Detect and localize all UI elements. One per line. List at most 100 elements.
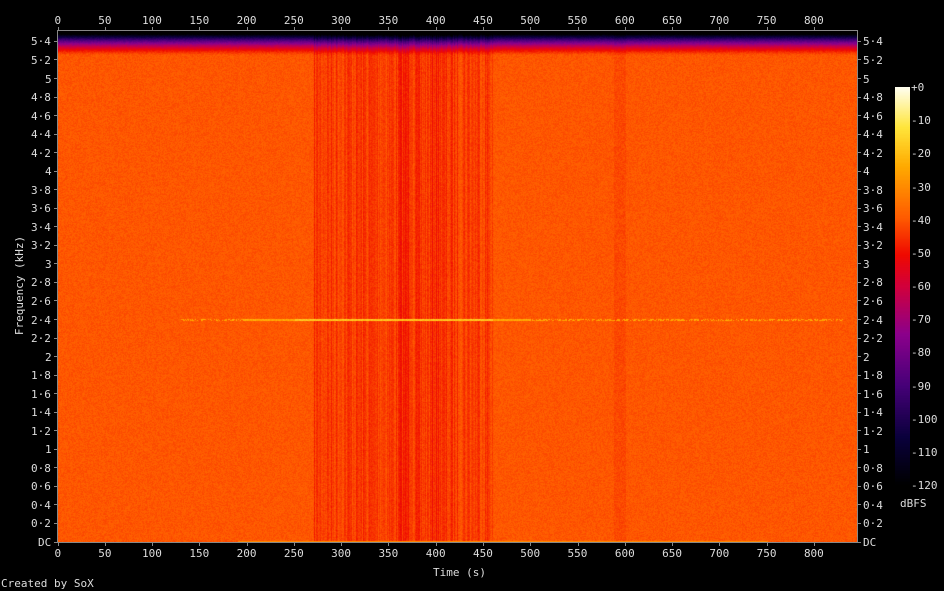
y-tick-left <box>54 244 58 246</box>
y-tick-label-right: 5 <box>863 72 870 86</box>
colorbar-tick-label: -40 <box>911 213 931 227</box>
x-tick-bottom <box>199 542 201 546</box>
y-tick-left <box>54 411 58 413</box>
y-tick-label-right: 2·2 <box>863 332 883 346</box>
x-tick-top <box>293 27 295 31</box>
y-tick-right <box>857 374 861 376</box>
colorbar-tick-label: -70 <box>911 313 931 327</box>
x-tick-label-bottom: 100 <box>142 547 162 560</box>
x-tick-bottom <box>152 542 154 546</box>
y-tick-label-left: 0·6 <box>31 480 51 494</box>
x-tick-label-top: 500 <box>520 14 541 27</box>
y-tick-label-right: 3·2 <box>863 239 883 253</box>
x-axis-label: Time (s) <box>433 566 486 579</box>
x-tick-label-top: 450 <box>473 14 493 27</box>
y-tick-label-right: 1·8 <box>863 369 883 383</box>
spectrogram-heatmap <box>58 31 857 542</box>
y-tick-label-left: 2·4 <box>31 313 51 327</box>
y-tick-label-right: 2·8 <box>863 276 883 290</box>
y-tick-label-right: 1·6 <box>863 387 883 401</box>
y-tick-left <box>54 115 58 117</box>
y-tick-label-right: 3 <box>863 257 870 271</box>
y-tick-label-left: 0·4 <box>31 498 51 512</box>
x-tick-label-top: 100 <box>142 14 162 27</box>
colorbar-tick-label: -110 <box>911 445 938 459</box>
y-tick-label-right: 4·6 <box>863 109 883 123</box>
y-tick-left <box>54 374 58 376</box>
x-tick-top <box>199 27 201 31</box>
y-tick-label-left: 0·2 <box>31 517 51 531</box>
y-tick-right <box>857 59 861 61</box>
y-tick-left <box>54 541 58 543</box>
y-tick-label-right: 2·6 <box>863 294 883 308</box>
y-tick-right <box>857 300 861 302</box>
y-tick-left <box>54 133 58 135</box>
x-tick-label-bottom: 350 <box>378 547 399 560</box>
y-tick-label-left: 2·8 <box>31 276 51 290</box>
plot-frame <box>57 30 858 543</box>
x-tick-label-top: 250 <box>283 14 304 27</box>
y-tick-label-right: 4·2 <box>863 146 883 160</box>
y-tick-right <box>857 189 861 191</box>
x-tick-bottom <box>435 542 437 546</box>
y-tick-right <box>857 207 861 209</box>
y-tick-right <box>857 485 861 487</box>
y-tick-right <box>857 263 861 265</box>
y-tick-right <box>857 541 861 543</box>
y-tick-left <box>54 485 58 487</box>
y-tick-right <box>857 467 861 469</box>
y-tick-right <box>857 133 861 135</box>
y-tick-right <box>857 244 861 246</box>
x-tick-top <box>388 27 390 31</box>
y-tick-right <box>857 430 861 432</box>
y-tick-label-left: 3·6 <box>31 202 51 216</box>
y-tick-label-left: 4·8 <box>31 91 51 105</box>
y-tick-label-right: 0·6 <box>863 480 883 494</box>
x-tick-label-top: 350 <box>378 14 399 27</box>
y-tick-label-left: 1 <box>45 443 52 457</box>
x-tick-top <box>624 27 626 31</box>
y-tick-label-left: 1·6 <box>31 387 51 401</box>
x-tick-top <box>719 27 721 31</box>
colorbar-tick-label: -80 <box>911 346 931 360</box>
x-tick-label-top: 650 <box>662 14 682 27</box>
y-tick-right <box>857 281 861 283</box>
x-tick-top <box>57 27 59 31</box>
y-tick-label-right: 0·4 <box>863 498 883 512</box>
x-tick-label-bottom: 550 <box>567 547 588 560</box>
y-tick-label-left: 3·4 <box>31 220 51 234</box>
x-tick-label-top: 750 <box>756 14 777 27</box>
y-tick-left <box>54 522 58 524</box>
y-tick-left <box>54 152 58 154</box>
colorbar-tick-label: +0 <box>911 81 925 94</box>
x-tick-label-bottom: 200 <box>236 547 257 560</box>
colorbar-tick-label: -20 <box>911 147 931 161</box>
colorbar-tick-label: -100 <box>911 412 938 426</box>
y-tick-label-right: 4·8 <box>863 91 883 105</box>
y-tick-right <box>857 337 861 339</box>
x-tick-label-top: 200 <box>236 14 257 27</box>
x-tick-bottom <box>246 542 248 546</box>
x-tick-bottom <box>388 542 390 546</box>
y-tick-right <box>857 522 861 524</box>
x-tick-label-bottom: 750 <box>756 547 777 560</box>
y-tick-left <box>54 356 58 358</box>
colorbar-tick-label: -90 <box>911 379 931 393</box>
x-tick-bottom <box>341 542 343 546</box>
x-tick-bottom <box>577 542 579 546</box>
y-tick-right <box>857 356 861 358</box>
y-tick-label-left: 3·8 <box>31 183 51 197</box>
y-tick-left <box>54 263 58 265</box>
y-tick-label-right: 3·4 <box>863 220 883 234</box>
y-tick-label-right: 0·2 <box>863 517 883 531</box>
x-tick-bottom <box>57 542 59 546</box>
x-tick-bottom <box>672 542 674 546</box>
y-tick-left <box>54 207 58 209</box>
y-tick-left <box>54 300 58 302</box>
x-tick-top <box>435 27 437 31</box>
y-tick-left <box>54 393 58 395</box>
y-tick-right <box>857 226 861 228</box>
colorbar-tick-label: -50 <box>911 246 931 260</box>
x-tick-bottom <box>293 542 295 546</box>
x-tick-top <box>766 27 768 31</box>
